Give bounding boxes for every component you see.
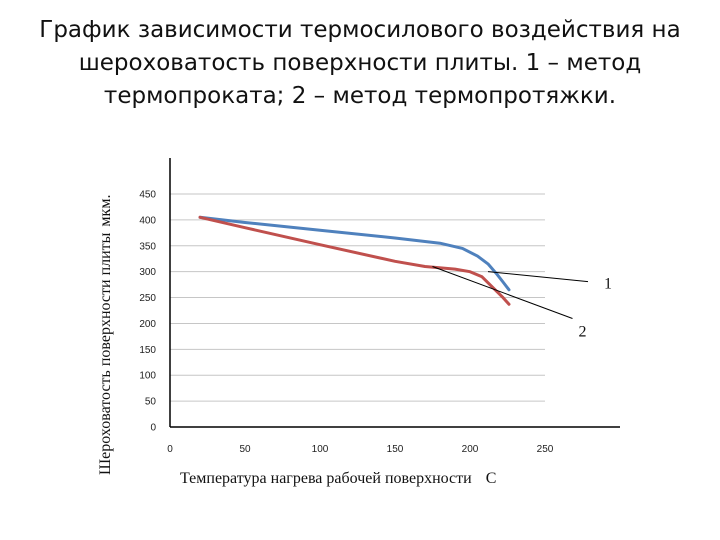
y-tick-150: 150: [139, 345, 156, 356]
y-axis-title-text: Шероховатость поверхности плиты: [97, 232, 114, 475]
callout-label-2: 2: [579, 323, 587, 340]
y-tick-400: 400: [139, 215, 156, 226]
x-tick-100: 100: [312, 444, 329, 455]
slide-title: График зависимости термосилового воздейс…: [20, 14, 700, 113]
callout-label-1: 1: [604, 276, 612, 293]
x-axis-title-text: Температура нагрева рабочей поверхности: [180, 470, 472, 487]
series-callouts: 12: [432, 266, 612, 340]
x-tick-50: 50: [239, 444, 251, 455]
y-tick-250: 250: [139, 293, 156, 304]
series-line-1: [198, 215, 511, 292]
y-tick-labels: 0 50 100 150 200 250 300 350 400 450: [139, 190, 156, 434]
callout-line-1: [487, 271, 589, 283]
x-tick-150: 150: [387, 444, 404, 455]
slide-title-line-1: График зависимости термосилового воздейс…: [39, 17, 681, 43]
axes: [169, 158, 620, 428]
series-lines: [198, 215, 511, 306]
y-axis-unit: мкм.: [97, 195, 114, 227]
y-axis-title: Шероховатость поверхности плиты мкм.: [97, 195, 114, 475]
y-tick-300: 300: [139, 267, 156, 278]
y-tick-450: 450: [139, 190, 156, 201]
callout-line-2: [432, 266, 573, 319]
gridlines: [170, 193, 545, 402]
series-line-2: [198, 215, 511, 306]
y-tick-0: 0: [150, 423, 156, 434]
y-tick-350: 350: [139, 241, 156, 252]
y-tick-200: 200: [139, 319, 156, 330]
slide-title-line-2: шероховатость поверхности плиты. 1 – мет…: [78, 50, 642, 76]
x-tick-200: 200: [462, 444, 479, 455]
x-tick-labels: 0 50 100 150 200 250: [167, 444, 554, 455]
slide-title-line-3: термопроката; 2 – метод термопротяжки.: [103, 83, 617, 109]
y-tick-50: 50: [145, 397, 157, 408]
x-axis-title: Температура нагрева рабочей поверхности С: [180, 470, 496, 487]
x-tick-250: 250: [537, 444, 554, 455]
x-tick-0: 0: [167, 444, 173, 455]
x-axis-unit: С: [486, 470, 497, 487]
y-tick-100: 100: [139, 371, 156, 382]
